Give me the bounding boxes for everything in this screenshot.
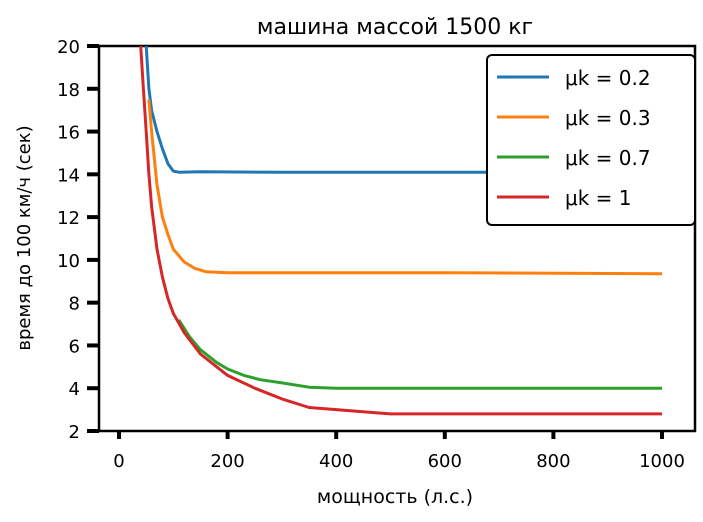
x-tick-label: 0 bbox=[113, 451, 124, 472]
chart-title: машина массой 1500 кг bbox=[257, 15, 533, 40]
y-tick-label: 20 bbox=[57, 37, 80, 58]
y-tick-label: 10 bbox=[57, 251, 80, 272]
legend-label-2: μk = 0.7 bbox=[565, 146, 651, 170]
y-tick-label: 8 bbox=[69, 294, 80, 315]
legend-label-3: μk = 1 bbox=[565, 186, 632, 210]
x-tick-label: 1000 bbox=[639, 451, 685, 472]
x-tick-label: 400 bbox=[319, 451, 353, 472]
y-tick-label: 2 bbox=[69, 422, 80, 443]
x-axis-label: мощность (л.с.) bbox=[317, 486, 473, 508]
x-tick-label: 200 bbox=[210, 451, 244, 472]
legend-label-0: μk = 0.2 bbox=[565, 66, 651, 90]
x-tick-label: 800 bbox=[536, 451, 570, 472]
y-axis-label: время до 100 км/ч (сек) bbox=[14, 125, 35, 350]
legend: μk = 0.2 μk = 0.3 μk = 0.7 μk = 1 bbox=[486, 54, 696, 226]
y-tick-label: 12 bbox=[57, 208, 80, 229]
plot-frame bbox=[97, 44, 697, 433]
series-line-3 bbox=[139, 45, 662, 416]
x-tick-label: 600 bbox=[428, 451, 462, 472]
y-tick-label: 14 bbox=[57, 165, 80, 186]
series-line-0 bbox=[144, 45, 662, 174]
legend-label-1: μk = 0.3 bbox=[565, 106, 651, 130]
y-tick-label: 18 bbox=[57, 80, 80, 101]
y-tick-label: 6 bbox=[69, 336, 80, 357]
series-line-1 bbox=[147, 99, 663, 276]
y-tick-label: 16 bbox=[57, 123, 80, 144]
series-line-2 bbox=[177, 318, 662, 390]
y-tick-label: 4 bbox=[69, 379, 80, 400]
